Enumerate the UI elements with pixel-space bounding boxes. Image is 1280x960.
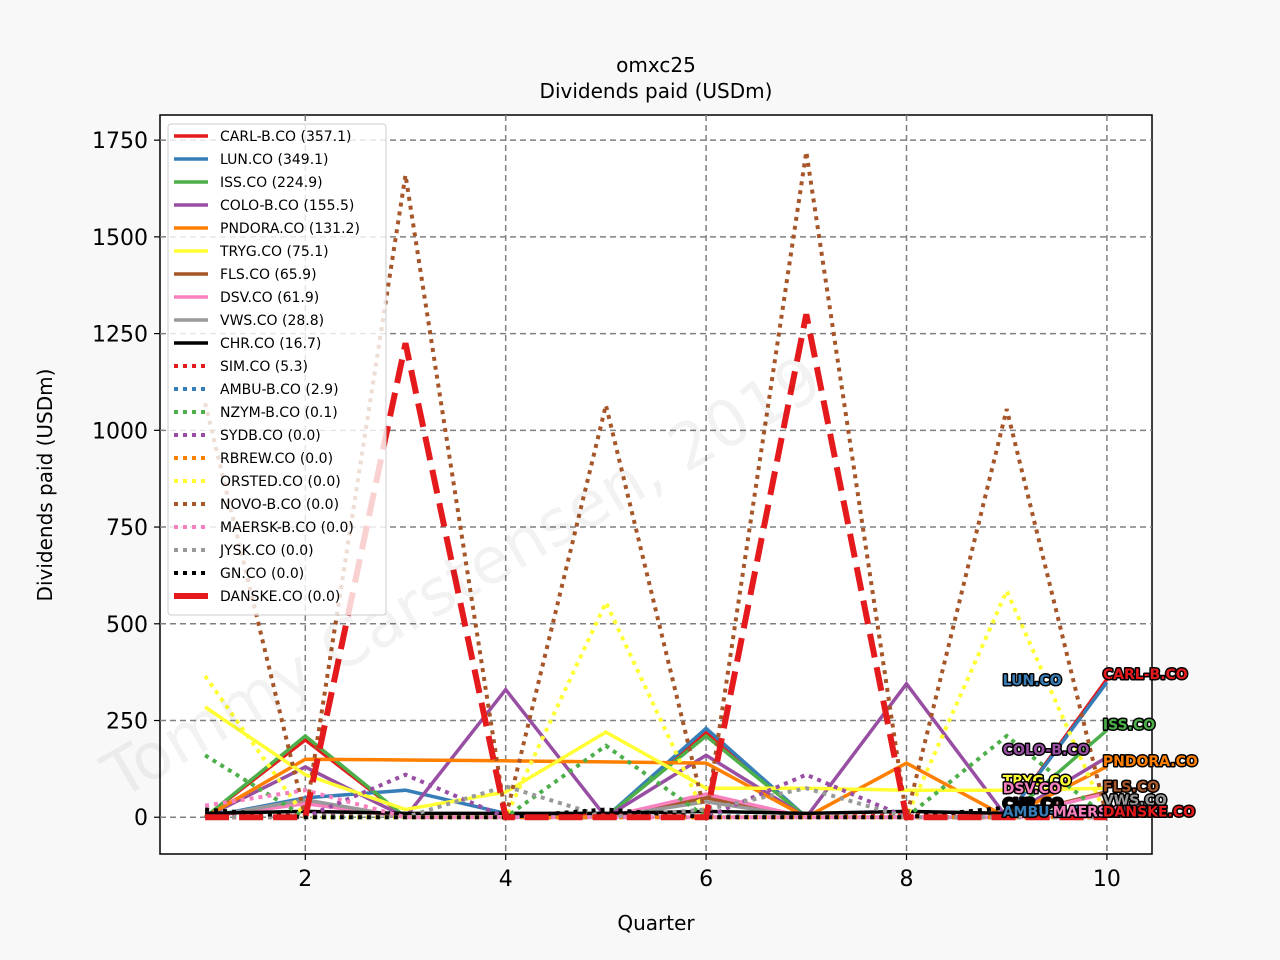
legend-entry: JYSK.CO (0.0): [219, 543, 314, 559]
end-label: COLO-B.CO: [1003, 743, 1090, 759]
series-line-tryg-co: [204, 705, 1107, 812]
chart-subtitle: Dividends paid (USDm): [540, 79, 773, 103]
y-tick-label: 1500: [92, 226, 148, 251]
legend-entry: ORSTED.CO (0.0): [220, 474, 341, 490]
end-label: LUN.CO: [1003, 673, 1062, 689]
legend-entry: COLO-B.CO (155.5): [220, 198, 354, 214]
legend-entry: SYDB.CO (0.0): [220, 428, 321, 444]
legend-entry: AMBU-B.CO (2.9): [220, 382, 339, 398]
x-tick-label: 4: [499, 867, 513, 892]
end-label-layer: LUN.CO CARL-B.CO ISS.CO COLO-B.CO PNDORA.CO T…: [1001, 666, 1199, 822]
y-tick-label: 1000: [92, 419, 148, 444]
end-label: ISS.CO: [1103, 717, 1155, 733]
y-tick-label: 0: [134, 806, 148, 831]
legend: CARL-B.CO (357.1) LUN.CO (349.1) ISS.CO (2…: [167, 123, 387, 616]
y-axis-label: Dividends paid (USDm): [33, 369, 57, 602]
legend-entry: SIM.CO (5.3): [220, 359, 308, 375]
legend-entry: MAERSK-B.CO (0.0): [220, 520, 354, 536]
legend-entry: NOVO-B.CO (0.0): [220, 497, 339, 513]
end-label: CHR.CO: [1003, 797, 1064, 813]
end-label: TRYG.CO: [1003, 773, 1072, 789]
legend-entry: TRYG.CO (75.1): [219, 244, 329, 260]
y-tick-label: 750: [106, 516, 148, 541]
legend-entry: LUN.CO (349.1): [220, 152, 329, 168]
end-label: DSV.CO: [1003, 781, 1061, 797]
series-line-orsted-co: [203, 585, 1109, 820]
chart-title: omxc25: [616, 53, 696, 77]
legend-entry: ISS.CO (224.9): [220, 175, 323, 191]
legend-entry: RBREW.CO (0.0): [220, 451, 333, 467]
end-label: CARL-B.CO: [1103, 667, 1188, 683]
end-label: PNDORA.CO: [1103, 754, 1198, 770]
y-tick-label: 1250: [92, 323, 148, 348]
end-label: AMBU-B.CO: [1003, 804, 1094, 820]
x-tick-label: 8: [900, 867, 914, 892]
legend-entry: NZYM-B.CO (0.1): [220, 405, 338, 421]
series-line-nzym-b-co: [204, 733, 1109, 820]
x-tick-label: 6: [699, 867, 713, 892]
legend-entry: FLS.CO (65.9): [220, 267, 317, 283]
x-axis-label: Quarter: [617, 911, 695, 935]
end-label: MAERSK-B.CO: [1053, 804, 1162, 820]
y-tick-label: 250: [106, 710, 148, 735]
legend-entry: DSV.CO (61.9): [220, 290, 319, 306]
legend-entry: DANSKE.CO (0.0): [220, 589, 340, 605]
legend-entry: PNDORA.CO (131.2): [220, 221, 360, 237]
legend-entry: CARL-B.CO (357.1): [220, 129, 352, 145]
y-tick-label: 1750: [92, 129, 148, 154]
legend-entry: VWS.CO (28.8): [220, 313, 324, 329]
end-label: VWS.CO: [1103, 793, 1167, 809]
axis-ticks: 2 4 6 8 10 0 250 500 750 1000 1250 1500 1750: [92, 129, 1121, 892]
legend-entry: GN.CO (0.0): [220, 566, 304, 582]
x-tick-label: 10: [1093, 867, 1121, 892]
series-line-gn-co: [204, 805, 1108, 820]
legend-entry: CHR.CO (16.7): [220, 336, 321, 352]
y-tick-label: 500: [106, 613, 148, 638]
end-label: DANSKE.CO: [1103, 804, 1195, 820]
legend-box: [167, 123, 387, 616]
end-label: FLS.CO: [1103, 779, 1159, 795]
x-tick-label: 2: [298, 867, 312, 892]
